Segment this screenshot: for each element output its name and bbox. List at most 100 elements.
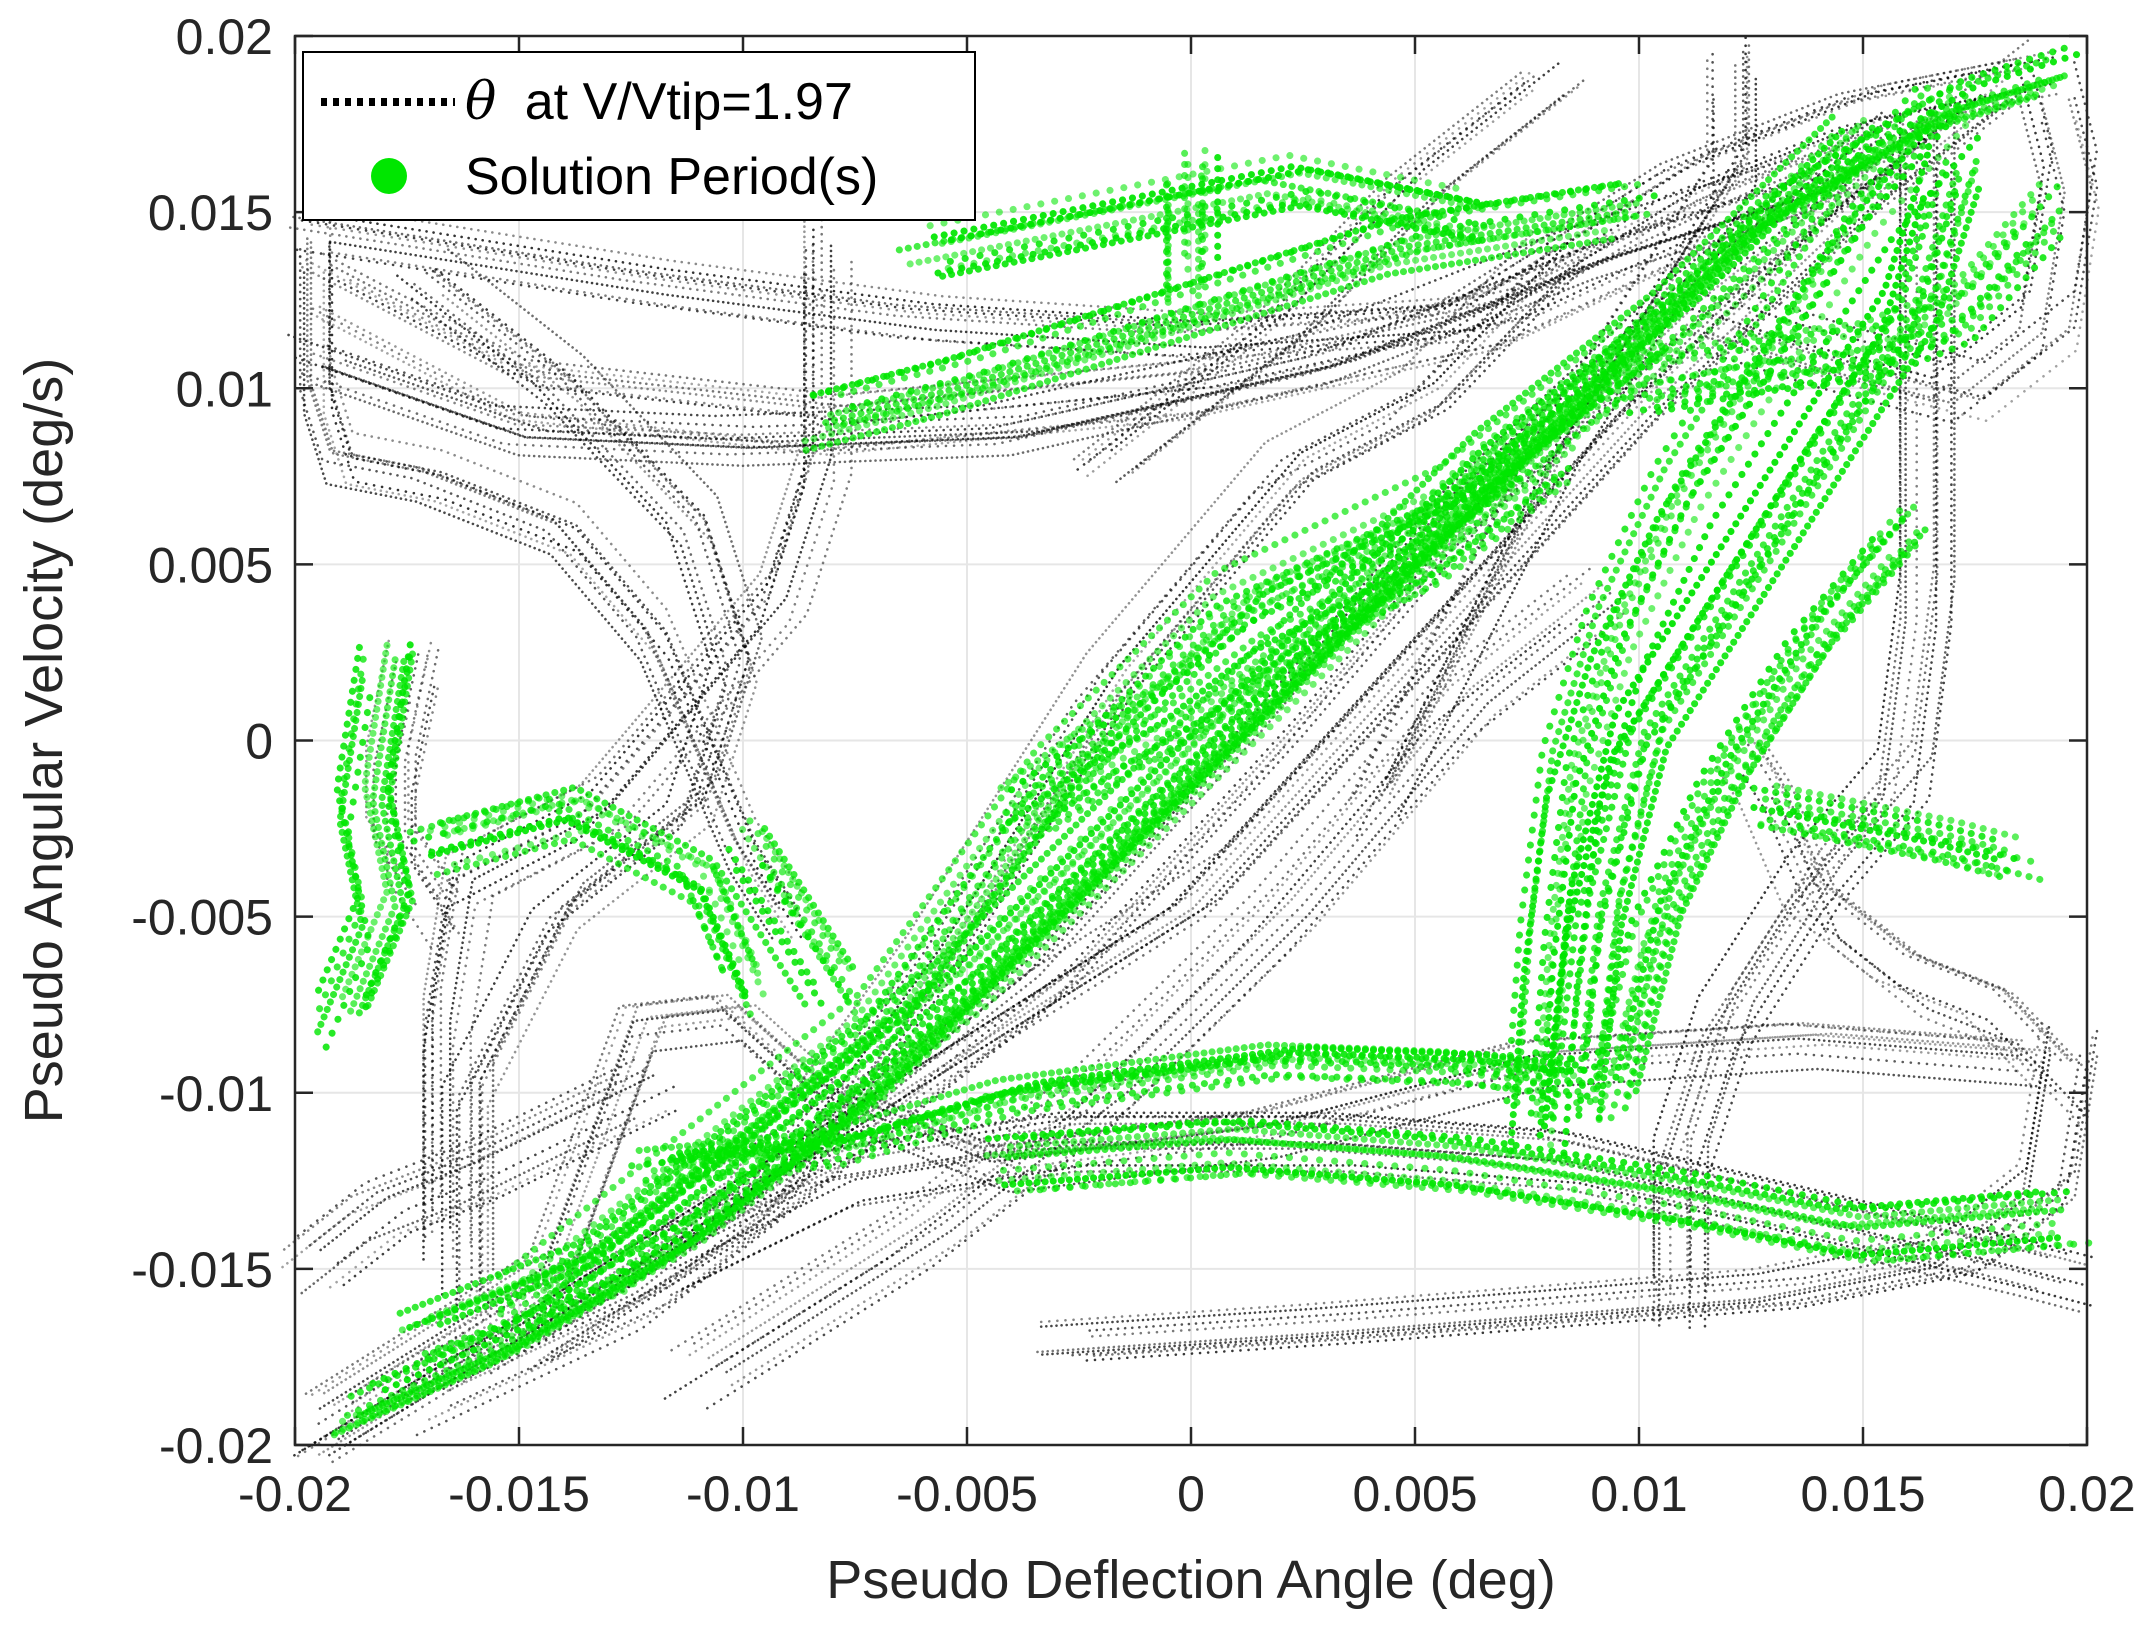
theta-trajectory-path <box>1703 163 1953 1329</box>
theta-trajectory-path <box>321 189 1825 449</box>
theta-trajectory-path <box>1704 121 2066 425</box>
theta-trajectory-path <box>349 138 1943 423</box>
solution-period-path <box>1757 820 2011 881</box>
theta-trajectory-path <box>1035 1051 2047 1354</box>
theta-trajectory-path <box>337 139 1931 424</box>
solution-period-path <box>433 835 755 1019</box>
solution-period-path <box>1527 88 1952 1117</box>
theta-trajectory-path <box>292 57 2020 325</box>
theta-trajectory-path <box>342 1107 682 1287</box>
theta-trajectory-path <box>446 248 764 1273</box>
solution-period-path <box>427 816 749 1000</box>
theta-trajectory-path <box>1079 71 1531 463</box>
solution-period-path <box>934 199 1480 277</box>
solution-period-path <box>997 432 1525 792</box>
solution-period-path <box>313 676 366 1037</box>
legend-entry-theta: θ at V/Vtip=1.97 <box>465 72 853 132</box>
theta-trajectory-path <box>1657 162 1907 1328</box>
x-tick-label: -0.005 <box>896 1466 1038 1522</box>
y-tick-label: 0 <box>245 714 273 770</box>
theta-trajectory-path <box>330 92 2058 360</box>
theta-trajectory-path <box>1347 59 1709 802</box>
solution-period-path <box>1634 178 2045 362</box>
theta-trajectory-path <box>1087 1055 2099 1358</box>
solution-period-path <box>338 641 391 1002</box>
theta-trajectory-path <box>315 207 1819 468</box>
solution-period-path <box>311 643 364 1004</box>
theta-trajectory-path <box>308 1068 648 1247</box>
legend-box <box>302 51 976 221</box>
x-tick-label: -0.015 <box>448 1466 590 1522</box>
solution-period-path <box>1013 1169 2074 1265</box>
solution-period-path <box>1612 509 1911 1081</box>
theta-trajectory-path <box>717 588 1617 1366</box>
x-axis-label: Pseudo Deflection Angle (deg) <box>826 1550 1555 1610</box>
solution-period-path <box>658 1073 1562 1187</box>
solution-period-path <box>321 694 374 1054</box>
legend-theta-label: at V/Vtip=1.97 <box>525 73 853 131</box>
x-tick-label: 0.01 <box>1590 1466 1687 1522</box>
theta-trajectory-path <box>448 244 833 1234</box>
solution-period-path <box>1655 231 2066 416</box>
theta-trajectory-path <box>654 1111 2069 1256</box>
theta-trajectory-path <box>300 1115 640 1295</box>
solution-period-path <box>426 791 748 975</box>
x-tick-label: 0.005 <box>1352 1466 1477 1522</box>
solution-period-path <box>983 1134 2044 1230</box>
theta-trajectory-path <box>529 276 1563 1371</box>
solution-period-path <box>1632 523 1931 1095</box>
theta-trajectory-path <box>1084 75 1535 466</box>
theta-trajectory-path <box>663 622 1563 1400</box>
solution-period-path <box>711 859 809 1008</box>
solution-period-path <box>1545 145 1933 1087</box>
theta-trajectory-path <box>287 157 1791 418</box>
theta-trajectory-path <box>1689 118 1939 1284</box>
solution-period-path <box>338 79 2049 1425</box>
theta-trajectory-path <box>294 180 1798 441</box>
x-tick-label: 0.02 <box>2038 1466 2135 1522</box>
solution-period-path <box>1575 172 1964 1113</box>
solution-period-path <box>1536 89 1961 1119</box>
solution-period-path <box>1792 808 2047 868</box>
solution-period-path <box>1035 480 1563 840</box>
theta-trajectory-path <box>322 111 1916 397</box>
theta-trajectory-path <box>1684 76 2046 379</box>
theta-trajectory-path <box>281 1089 620 1269</box>
theta-trajectory-path <box>1669 160 1918 1326</box>
solution-period-path <box>510 357 1638 1316</box>
theta-trajectory-path <box>328 242 802 914</box>
solution-period-path <box>802 235 1616 454</box>
solution-period-path <box>369 41 2079 1387</box>
solution-period-path <box>1646 218 2057 402</box>
solution-period-path <box>1627 207 2039 391</box>
theta-trajectory-path <box>550 258 1584 1353</box>
theta-trajectory-path <box>673 1122 2088 1267</box>
theta-trajectory-path <box>422 220 806 1210</box>
solution-period-path <box>930 162 1476 241</box>
theta-trajectory-path <box>1385 36 1747 779</box>
theta-trajectory-path <box>423 249 808 1238</box>
solution-period-path <box>497 359 1625 1318</box>
theta-trajectory-path <box>651 1140 2066 1285</box>
solution-period-path <box>346 656 399 1016</box>
theta-trajectory-path <box>670 1170 2084 1314</box>
solution-period-path <box>1750 803 2004 864</box>
theta-trajectory-path <box>431 228 815 1218</box>
solution-period-path <box>727 858 825 1007</box>
theta-trajectory-path <box>328 245 802 918</box>
theta-trajectory-path <box>322 271 796 944</box>
theta-trajectory-path <box>415 165 1897 1437</box>
solution-period-path <box>822 207 1636 427</box>
theta-trajectory-path <box>422 273 806 1262</box>
theta-trajectory-path <box>1745 741 2062 1062</box>
theta-trajectory-path <box>451 268 836 1258</box>
solution-period-path <box>364 650 417 1010</box>
solution-period-path <box>1018 1117 2079 1213</box>
theta-trajectory-path <box>1763 804 2080 1124</box>
series-solution-periods <box>311 41 2097 1439</box>
solution-period-path <box>998 471 1526 832</box>
solution-period-path <box>1532 89 1957 1118</box>
x-tick-label: 0 <box>1177 1466 1205 1522</box>
solution-period-path <box>361 653 414 1013</box>
